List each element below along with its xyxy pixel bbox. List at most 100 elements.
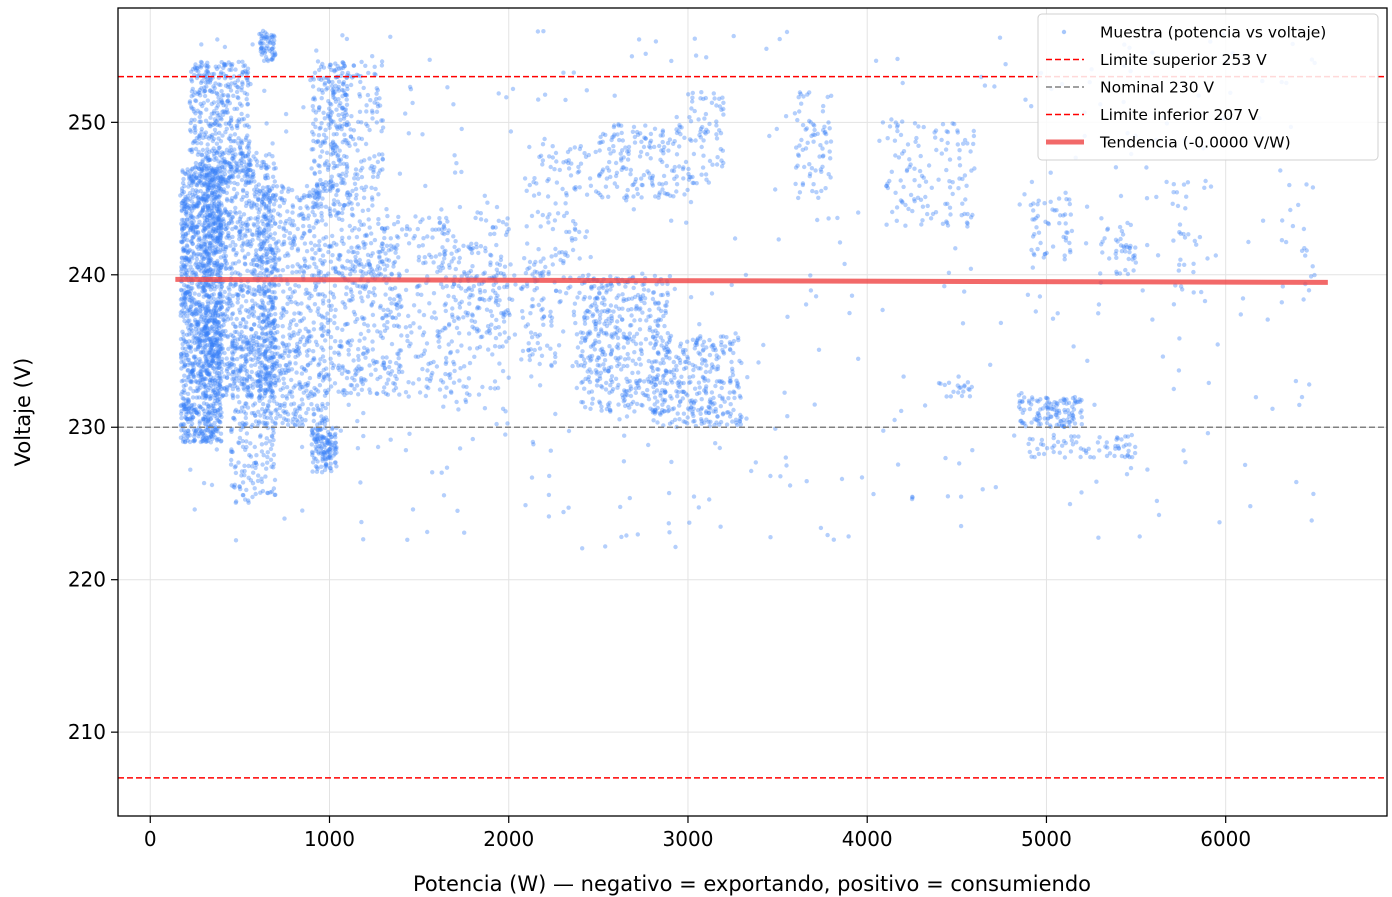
scatter-point [379, 63, 385, 68]
scatter-point [298, 198, 303, 203]
scatter-point [467, 295, 472, 300]
scatter-point [189, 402, 195, 408]
scatter-point [190, 214, 195, 219]
scatter-point [319, 445, 324, 450]
scatter-point [218, 402, 223, 408]
scatter-point [393, 315, 398, 321]
scatter-point [376, 249, 381, 255]
scatter-point [201, 433, 206, 438]
scatter-point [234, 329, 239, 335]
scatter-point [221, 253, 226, 259]
scatter-point [287, 391, 292, 396]
scatter-point [308, 240, 314, 246]
scatter-point [467, 346, 472, 351]
scatter-point [217, 397, 222, 402]
scatter-point [505, 216, 510, 221]
scatter-point [453, 239, 458, 244]
scatter-point [191, 251, 197, 256]
scatter-point [211, 296, 217, 302]
scatter-point [496, 218, 501, 223]
scatter-point [203, 439, 208, 444]
scatter-point [200, 159, 205, 165]
scatter-point [301, 213, 306, 219]
scatter-point [356, 119, 361, 125]
scatter-point [296, 382, 302, 387]
scatter-point [184, 291, 189, 296]
scatter-point [206, 185, 211, 190]
scatter-point [184, 416, 189, 421]
scatter-point [191, 335, 196, 340]
scatter-point [205, 335, 210, 340]
scatter-point [522, 256, 527, 261]
scatter-point [287, 286, 293, 292]
scatter-point [214, 401, 219, 406]
scatter-point [318, 177, 323, 183]
scatter-point [292, 311, 297, 316]
scatter-point [331, 295, 337, 300]
scatter-point [253, 413, 258, 418]
scatter-point [224, 356, 229, 361]
scatter-point [302, 256, 307, 261]
scatter-point [321, 236, 326, 241]
scatter-point [195, 310, 200, 315]
scatter-point [247, 285, 252, 290]
scatter-point [187, 196, 192, 201]
scatter-point [386, 377, 391, 382]
scatter-point [351, 358, 356, 363]
scatter-point [420, 366, 425, 372]
scatter-point [203, 310, 208, 315]
scatter-point [287, 360, 292, 365]
scatter-point [179, 208, 184, 214]
scatter-point [360, 208, 365, 213]
scatter-point [204, 77, 209, 82]
scatter-point [372, 165, 377, 170]
scatter-point [210, 378, 215, 383]
scatter-point [219, 170, 224, 175]
scatter-point [181, 383, 186, 389]
scatter-point [195, 183, 200, 188]
scatter-point [242, 473, 247, 478]
scatter-point [364, 232, 369, 237]
scatter-point [207, 185, 212, 191]
scatter-point [207, 343, 212, 348]
scatter-point [421, 312, 427, 318]
scatter-point [442, 226, 447, 231]
scatter-point [375, 376, 380, 382]
scatter-point [528, 311, 533, 316]
scatter-point [192, 437, 197, 443]
scatter-point [179, 379, 184, 384]
scatter-point [230, 150, 235, 156]
scatter-point [184, 416, 190, 422]
scatter-point [247, 228, 253, 233]
scatter-point [262, 338, 267, 344]
scatter-point [251, 222, 256, 227]
scatter-point [260, 488, 266, 494]
scatter-point [284, 385, 290, 390]
scatter-point [305, 193, 310, 199]
scatter-point [220, 100, 225, 105]
scatter-point [322, 116, 327, 121]
scatter-point [204, 226, 209, 231]
scatter-point [202, 345, 207, 350]
scatter-point [461, 243, 466, 248]
scatter-point [266, 313, 271, 319]
scatter-point [500, 220, 506, 225]
scatter-point [211, 307, 217, 312]
scatter-point [258, 336, 263, 341]
scatter-point [376, 192, 381, 197]
scatter-point [327, 244, 332, 249]
scatter-point [329, 360, 334, 366]
scatter-point [219, 210, 224, 215]
scatter-point [210, 431, 215, 437]
scatter-point [207, 213, 213, 218]
scatter-point [449, 251, 454, 256]
scatter-point [202, 377, 207, 382]
scatter-point [219, 410, 224, 415]
scatter-point [201, 416, 206, 422]
scatter-point [457, 204, 463, 210]
scatter-point [407, 344, 412, 349]
scatter-point [302, 342, 307, 348]
scatter-point [260, 377, 266, 382]
scatter-point [392, 222, 397, 227]
scatter-point [357, 338, 362, 343]
